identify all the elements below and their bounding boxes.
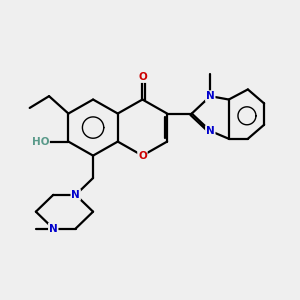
Text: N: N	[49, 224, 58, 233]
Text: O: O	[138, 151, 147, 160]
Text: N: N	[206, 91, 215, 101]
Text: O: O	[138, 72, 147, 82]
Text: HO: HO	[32, 136, 49, 147]
Text: N: N	[71, 190, 80, 200]
Text: N: N	[206, 126, 215, 136]
